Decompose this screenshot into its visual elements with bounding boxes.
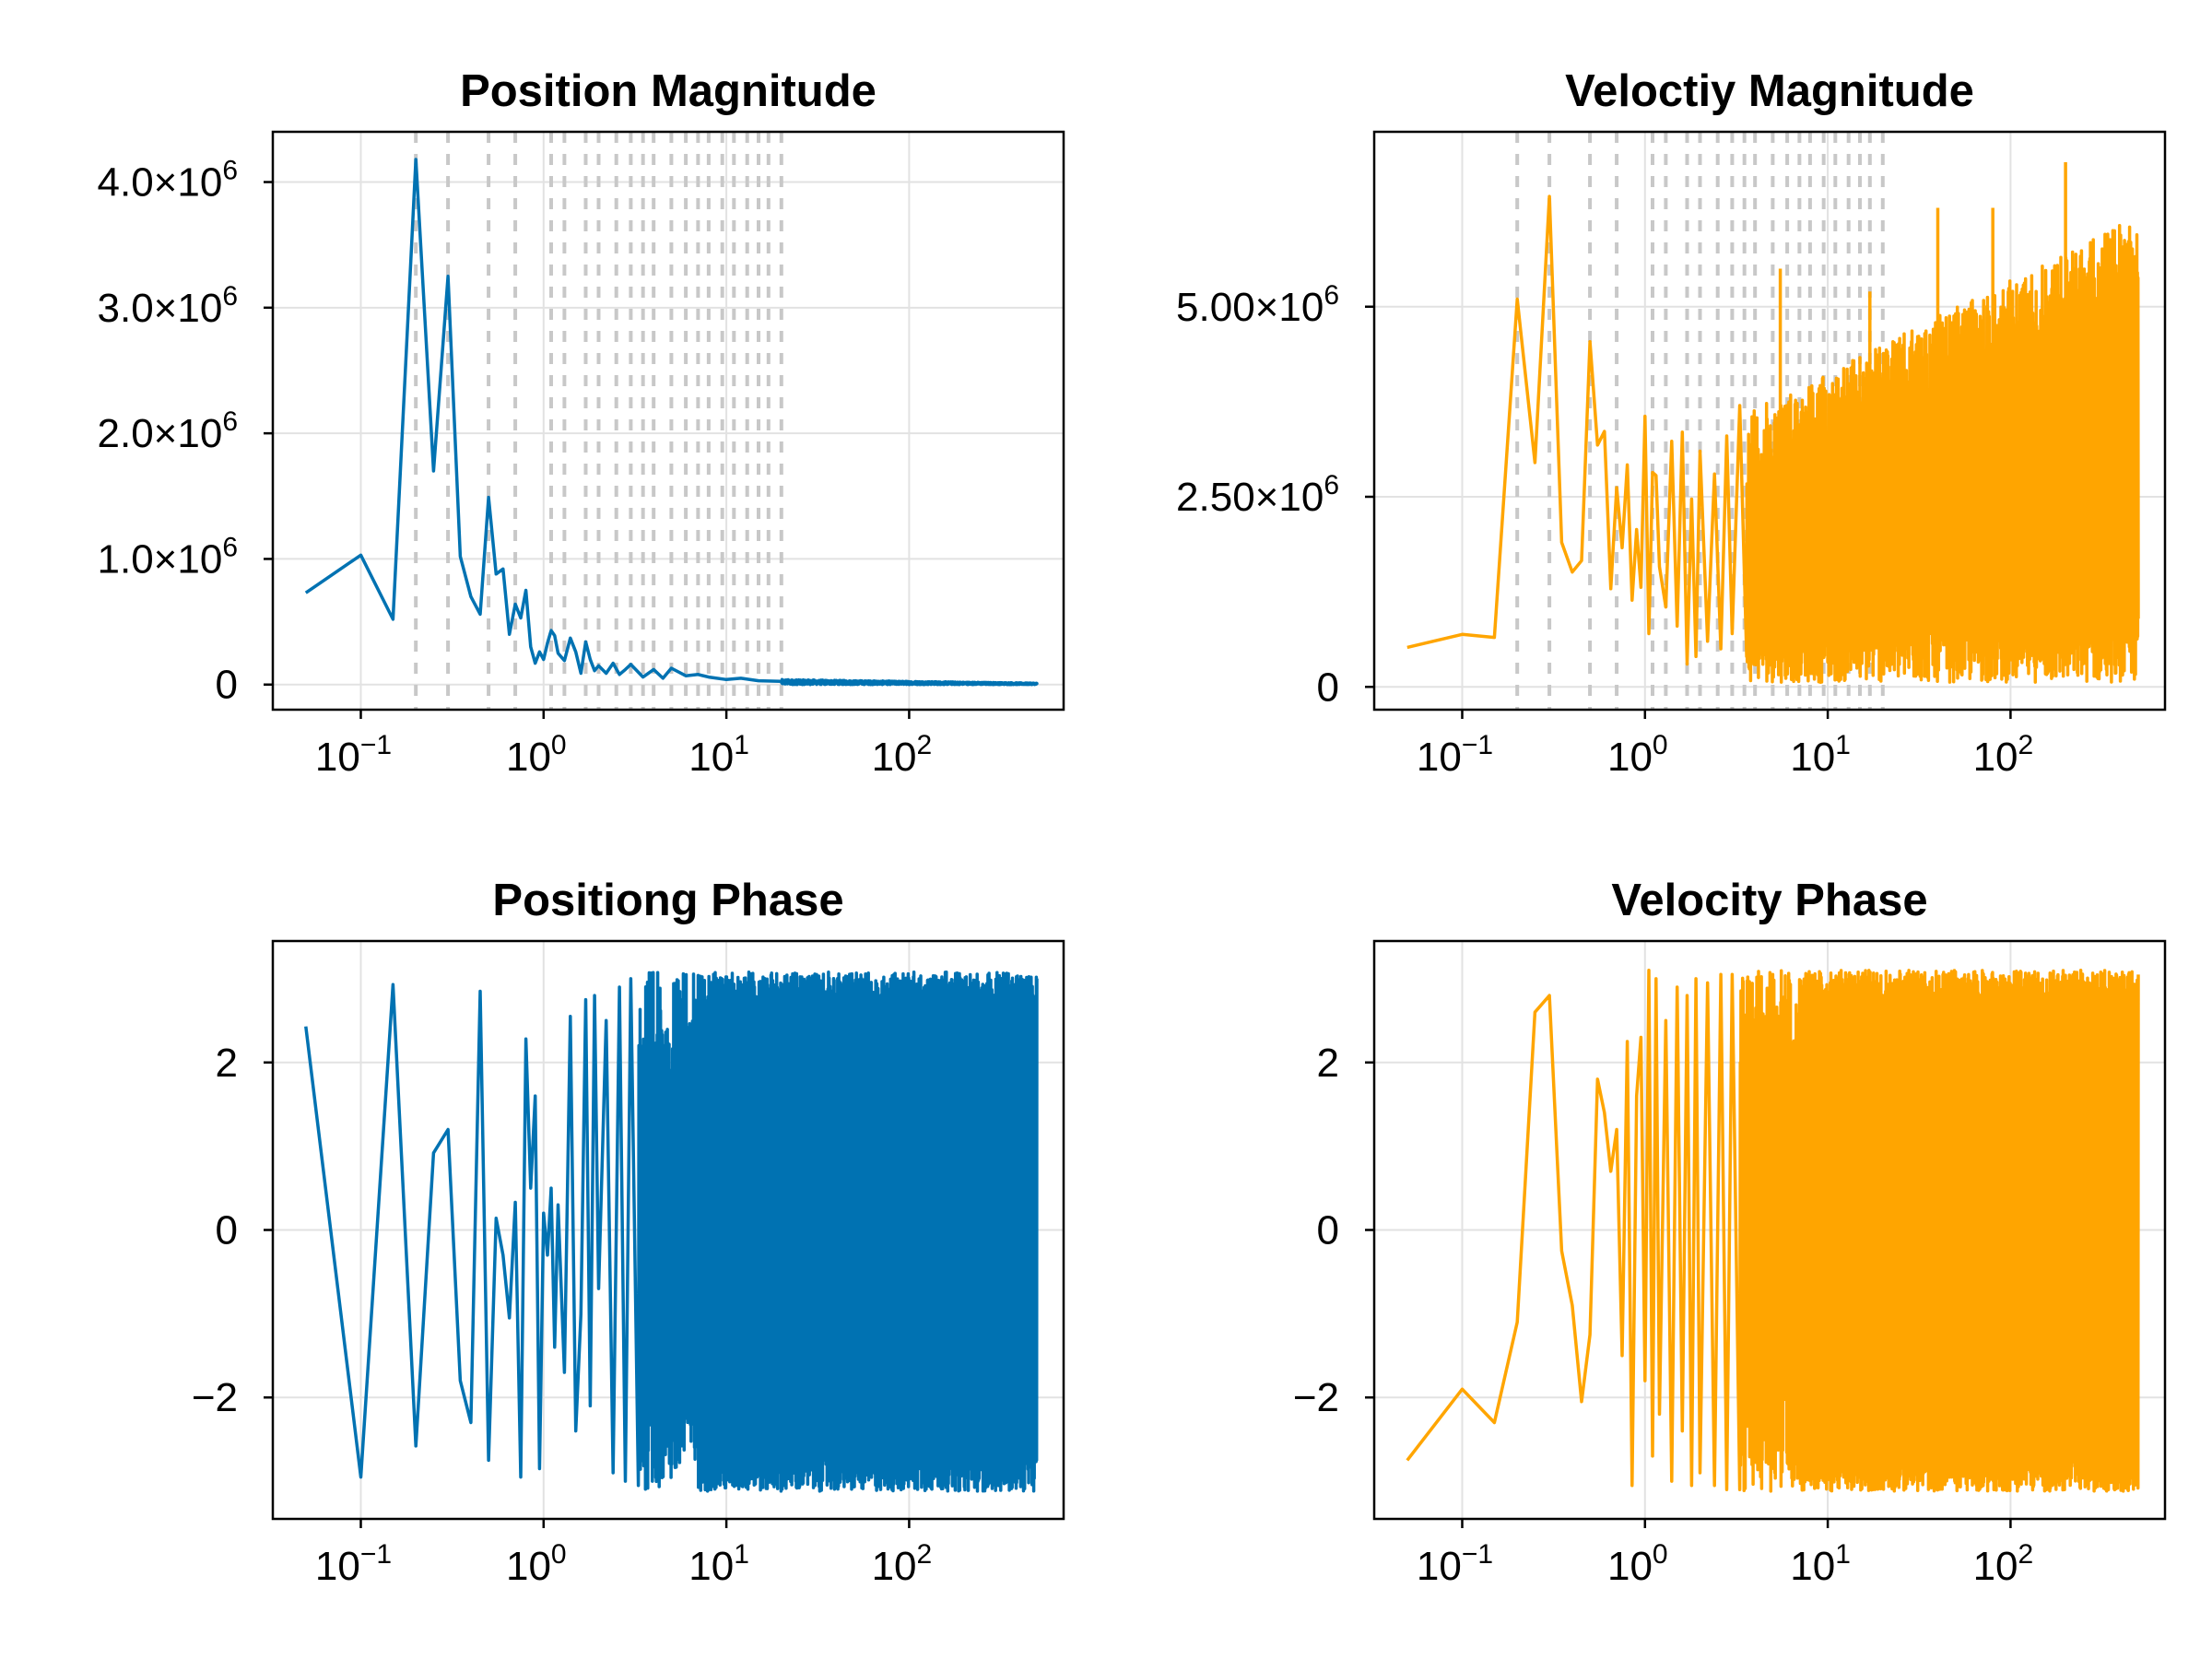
x-tick-base: 10 xyxy=(688,735,734,780)
x-tick-label: 100 xyxy=(506,1539,567,1589)
y-tick-base: 2.0×10 xyxy=(98,411,223,456)
x-tick-label: 10−1 xyxy=(1417,730,1493,780)
y-tick-label: 2 xyxy=(216,1041,238,1086)
x-tick-exponent: 1 xyxy=(734,1539,749,1570)
y-tick-label: 0 xyxy=(216,1208,238,1253)
y-tick-base: 0 xyxy=(1317,1208,1339,1253)
y-tick-exponent: 6 xyxy=(222,281,238,312)
x-tick-base: 10 xyxy=(1417,735,1462,780)
chart-title: Positiong Phase xyxy=(492,876,843,925)
plot-frame xyxy=(1372,130,2167,712)
subplot-velocity-phase: Velocity Phase 10−1 100 101 102−202 xyxy=(1293,876,2167,1589)
x-tick-base: 10 xyxy=(1973,735,2018,780)
subplot-velocity-magnitude: Veloctiy Magnitude 10−1 100 101 10202.50×10… xyxy=(1176,66,2167,780)
x-tick-base: 10 xyxy=(506,1544,551,1589)
series-line xyxy=(304,970,1039,1493)
subplot-position-phase: Positiong Phase 10−1 100 101 102−202 xyxy=(192,876,1065,1589)
x-tick-label: 102 xyxy=(1973,730,2034,780)
x-tick-base: 10 xyxy=(315,1544,360,1589)
subplot-position-magnitude: Position Magnitude 10−1 100 101 10201.0×106… xyxy=(98,66,1065,780)
y-tick-base: 0 xyxy=(216,1208,238,1253)
y-tick-label: 2.0×106 xyxy=(98,406,239,456)
y-tick-exponent: 6 xyxy=(222,156,238,186)
y-tick-label: 3.0×106 xyxy=(98,281,239,331)
x-tick-exponent: 0 xyxy=(551,1539,567,1570)
x-tick-exponent: 2 xyxy=(917,730,933,760)
y-tick-base: −2 xyxy=(192,1375,238,1420)
series-line xyxy=(1406,969,2140,1493)
chart-title: Veloctiy Magnitude xyxy=(1565,66,1974,116)
x-tick-base: 10 xyxy=(1607,735,1653,780)
x-tick-label: 10−1 xyxy=(315,1539,392,1589)
y-tick-label: 2.50×106 xyxy=(1176,470,1339,520)
x-tick-exponent: 0 xyxy=(1653,1539,1668,1570)
y-tick-label: 1.0×106 xyxy=(98,532,239,582)
x-tick-base: 10 xyxy=(1607,1544,1653,1589)
chart-title: Position Magnitude xyxy=(460,66,877,116)
x-tick-exponent: 0 xyxy=(1653,730,1668,760)
x-tick-label: 101 xyxy=(688,1539,749,1589)
y-tick-base: 2.50×10 xyxy=(1176,475,1324,520)
y-tick-exponent: 6 xyxy=(222,532,238,562)
x-tick-exponent: −1 xyxy=(360,730,392,760)
x-tick-label: 102 xyxy=(872,730,933,780)
y-tick-label: 4.0×106 xyxy=(98,156,239,206)
x-tick-label: 100 xyxy=(506,730,567,780)
x-tick-base: 10 xyxy=(872,1544,917,1589)
x-tick-label: 101 xyxy=(1790,730,1851,780)
y-tick-base: 4.0×10 xyxy=(98,160,223,206)
x-tick-exponent: −1 xyxy=(1462,1539,1493,1570)
x-tick-label: 102 xyxy=(872,1539,933,1589)
y-tick-label: −2 xyxy=(1293,1375,1339,1420)
y-tick-label: 0 xyxy=(1317,1208,1339,1253)
y-tick-base: 2 xyxy=(216,1041,238,1086)
x-tick-exponent: 1 xyxy=(734,730,749,760)
y-tick-base: 0 xyxy=(1317,665,1339,710)
y-tick-base: 3.0×10 xyxy=(98,286,223,331)
y-tick-base: 2 xyxy=(1317,1041,1339,1086)
y-tick-label: 0 xyxy=(216,663,238,708)
x-tick-exponent: 1 xyxy=(1835,730,1851,760)
x-tick-label: 100 xyxy=(1607,1539,1668,1589)
x-tick-exponent: −1 xyxy=(1462,730,1493,760)
x-tick-exponent: 2 xyxy=(917,1539,933,1570)
x-tick-base: 10 xyxy=(1790,1544,1835,1589)
y-tick-label: 0 xyxy=(1317,665,1339,710)
y-tick-label: 2 xyxy=(1317,1041,1339,1086)
y-tick-exponent: 6 xyxy=(222,406,238,437)
chart-title: Velocity Phase xyxy=(1611,876,1927,925)
y-tick-label: 5.00×106 xyxy=(1176,280,1339,330)
x-tick-exponent: −1 xyxy=(360,1539,392,1570)
x-tick-base: 10 xyxy=(1973,1544,2018,1589)
x-tick-base: 10 xyxy=(1417,1544,1462,1589)
x-tick-label: 10−1 xyxy=(315,730,392,780)
x-tick-label: 101 xyxy=(688,730,749,780)
x-tick-base: 10 xyxy=(688,1544,734,1589)
x-tick-label: 100 xyxy=(1607,730,1668,780)
x-tick-exponent: 2 xyxy=(2018,1539,2034,1570)
x-tick-base: 10 xyxy=(1790,735,1835,780)
x-tick-label: 101 xyxy=(1790,1539,1851,1589)
x-tick-exponent: 0 xyxy=(551,730,567,760)
x-tick-exponent: 1 xyxy=(1835,1539,1851,1570)
x-tick-label: 10−1 xyxy=(1417,1539,1493,1589)
series-line xyxy=(1406,162,2140,684)
series-line xyxy=(304,158,1039,687)
y-tick-base: 5.00×10 xyxy=(1176,285,1324,330)
x-tick-base: 10 xyxy=(315,735,360,780)
y-tick-label: −2 xyxy=(192,1375,238,1420)
y-tick-base: 1.0×10 xyxy=(98,536,223,582)
y-tick-exponent: 6 xyxy=(1324,280,1339,311)
x-tick-base: 10 xyxy=(506,735,551,780)
x-tick-exponent: 2 xyxy=(2018,730,2034,760)
x-tick-label: 102 xyxy=(1973,1539,2034,1589)
y-tick-base: −2 xyxy=(1293,1375,1339,1420)
y-tick-base: 0 xyxy=(216,663,238,708)
plot-frame xyxy=(271,130,1065,712)
y-tick-exponent: 6 xyxy=(1324,470,1339,500)
x-tick-base: 10 xyxy=(872,735,917,780)
